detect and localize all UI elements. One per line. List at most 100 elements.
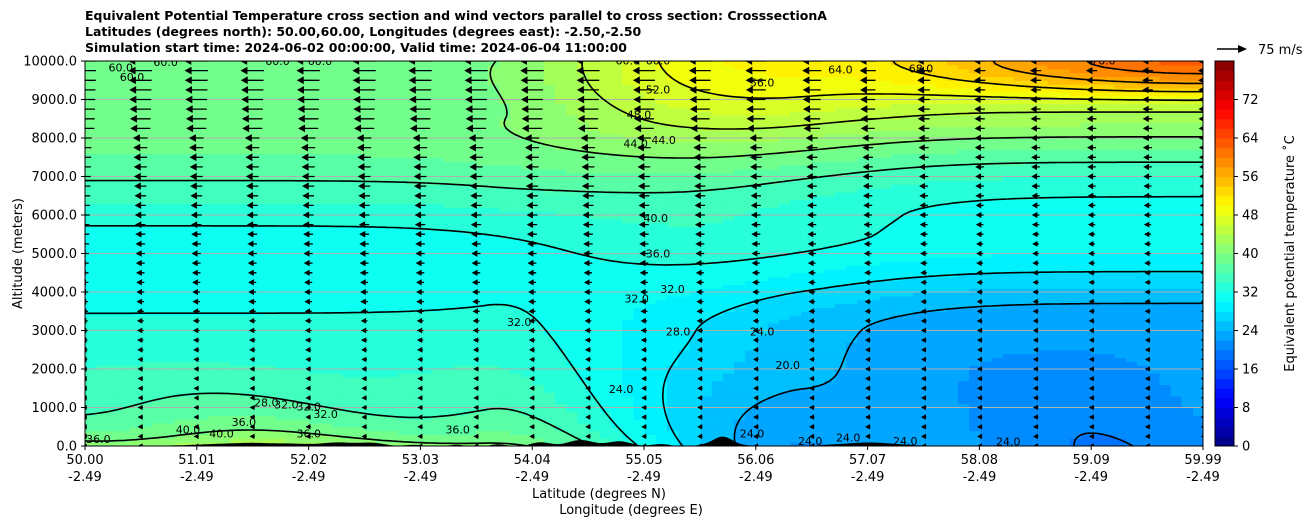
- field-cell: [196, 172, 209, 178]
- field-cell: [107, 257, 120, 262]
- field-cell: [487, 365, 500, 370]
- field-cell: [443, 403, 455, 409]
- field-cell: [577, 365, 590, 370]
- field-cell: [375, 338, 388, 343]
- field-cell: [308, 369, 321, 374]
- field-cell: [487, 111, 500, 116]
- field-cell: [331, 357, 343, 362]
- field-cell: [633, 399, 646, 405]
- field-cell: [543, 61, 556, 66]
- field-cell: [398, 253, 411, 258]
- field-cell: [409, 141, 422, 147]
- field-cell: [96, 384, 108, 389]
- field-cell: [510, 430, 523, 436]
- field-cell: [532, 191, 545, 197]
- field-cell: [465, 176, 478, 181]
- field-cell: [129, 403, 142, 409]
- field-cell: [286, 380, 299, 385]
- field-cell: [499, 161, 511, 166]
- field-cell: [487, 415, 500, 420]
- field-cell: [588, 111, 601, 116]
- field-cell: [140, 307, 153, 312]
- field-cell: [152, 238, 164, 243]
- field-cell: [185, 422, 198, 428]
- field-cell: [398, 157, 411, 162]
- field-cell: [375, 388, 388, 393]
- field-cell: [577, 199, 590, 205]
- field-cell: [342, 176, 355, 181]
- field-cell: [118, 188, 131, 193]
- field-cell: [308, 430, 321, 436]
- field-cell: [353, 292, 366, 297]
- field-cell: [588, 426, 601, 432]
- field-cell: [275, 357, 288, 362]
- field-cell: [398, 380, 411, 385]
- field-cell: [152, 184, 164, 189]
- field-cell: [96, 215, 108, 220]
- field-cell: [555, 415, 567, 420]
- field-cell: [454, 107, 467, 112]
- field-cell: [196, 218, 209, 224]
- field-cell: [297, 372, 310, 378]
- field-cell: [140, 111, 153, 116]
- field-cell: [252, 265, 265, 270]
- field-cell: [387, 257, 399, 262]
- field-cell: [443, 180, 455, 185]
- field-cell: [566, 161, 579, 166]
- field-cell: [185, 357, 198, 362]
- field-cell: [398, 361, 411, 366]
- field-cell: [353, 307, 366, 312]
- field-cell: [107, 338, 120, 343]
- field-cell: [633, 222, 646, 228]
- field-cell: [331, 392, 343, 397]
- field-cell: [566, 245, 579, 251]
- field-cell: [420, 64, 433, 70]
- field-cell: [398, 303, 411, 308]
- field-cell: [610, 199, 623, 205]
- field-cell: [264, 168, 276, 174]
- field-cell: [107, 207, 120, 212]
- field-cell: [230, 226, 243, 231]
- field-cell: [499, 157, 511, 162]
- field-cell: [353, 226, 366, 231]
- field-cell: [454, 299, 467, 305]
- field-cell: [532, 95, 545, 101]
- field-cell: [185, 407, 198, 412]
- field-cell: [252, 345, 265, 351]
- field-cell: [308, 195, 321, 201]
- field-cell: [364, 419, 377, 424]
- field-cell: [532, 419, 545, 424]
- field-cell: [196, 422, 209, 428]
- field-cell: [364, 134, 377, 139]
- field-cell: [219, 415, 232, 420]
- field-cell: [252, 307, 265, 312]
- field-cell: [342, 76, 355, 81]
- field-cell: [610, 430, 623, 436]
- field-cell: [420, 218, 433, 224]
- field-cell: [521, 268, 534, 274]
- field-cell: [107, 184, 120, 189]
- field-cell: [241, 64, 254, 70]
- field-cell: [454, 153, 467, 158]
- field-cell: [208, 241, 220, 247]
- field-cell: [342, 430, 355, 436]
- field-cell: [398, 268, 411, 274]
- field-cell: [566, 280, 579, 285]
- field-cell: [443, 218, 455, 224]
- field-cell: [476, 138, 489, 143]
- field-cell: [241, 395, 254, 401]
- field-cell: [275, 280, 288, 285]
- field-cell: [387, 376, 399, 382]
- field-cell: [275, 122, 288, 128]
- field-cell: [588, 99, 601, 104]
- field-cell: [252, 268, 265, 274]
- field-cell: [599, 388, 612, 393]
- field-cell: [85, 114, 97, 120]
- field-cell: [219, 430, 232, 436]
- field-cell: [96, 392, 108, 397]
- field-cell: [521, 438, 534, 443]
- field-cell: [387, 111, 399, 116]
- field-cell: [375, 188, 388, 193]
- field-cell: [342, 118, 355, 124]
